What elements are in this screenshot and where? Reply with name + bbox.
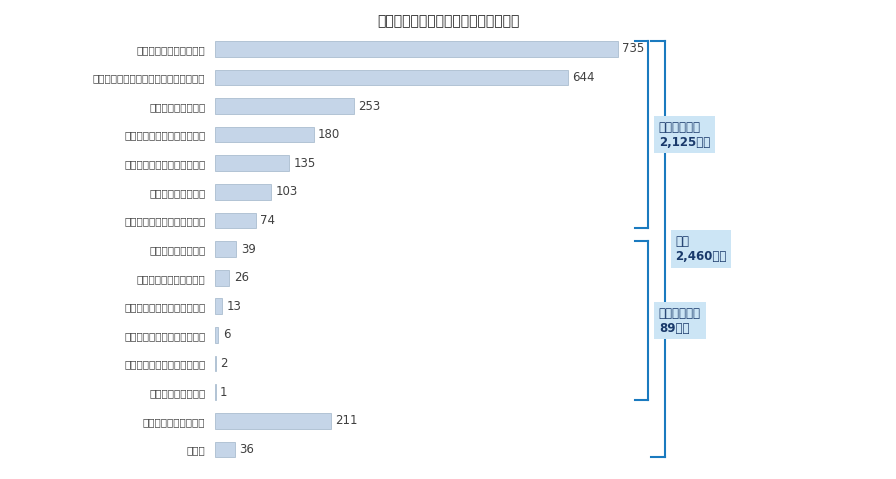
Bar <box>215 298 222 314</box>
Text: 6: 6 <box>223 329 230 342</box>
Text: 211: 211 <box>335 414 358 427</box>
Text: 36: 36 <box>239 443 254 456</box>
Text: 74: 74 <box>260 214 275 227</box>
Bar <box>215 98 354 114</box>
Text: 全体
2,460億円: 全体 2,460億円 <box>676 235 727 263</box>
Text: 2: 2 <box>220 357 228 370</box>
Bar <box>215 356 216 371</box>
Text: 644: 644 <box>573 71 595 84</box>
Bar <box>215 155 289 171</box>
Text: 135: 135 <box>293 157 315 170</box>
Bar <box>215 69 568 85</box>
Text: 26: 26 <box>234 271 249 284</box>
Bar <box>215 413 331 429</box>
Text: 39: 39 <box>241 242 255 256</box>
Bar <box>215 241 237 257</box>
Text: 国内での購入
2,125億円: 国内での購入 2,125億円 <box>659 121 710 148</box>
Bar <box>215 41 618 57</box>
Bar <box>215 213 255 228</box>
Bar <box>215 442 235 457</box>
Bar <box>215 270 229 285</box>
Text: 735: 735 <box>623 42 644 55</box>
Bar <box>215 184 271 200</box>
Bar <box>215 127 314 142</box>
Text: 103: 103 <box>276 185 298 198</box>
Text: 1: 1 <box>220 386 228 399</box>
Bar <box>215 327 219 343</box>
Text: 国外での購入
89億円: 国外での購入 89億円 <box>659 307 701 335</box>
Text: 図表２　チャネル別の美術品市場規模: 図表２ チャネル別の美術品市場規模 <box>377 14 519 28</box>
Text: 180: 180 <box>318 128 340 141</box>
Text: 13: 13 <box>227 300 241 313</box>
Text: 253: 253 <box>358 100 381 113</box>
